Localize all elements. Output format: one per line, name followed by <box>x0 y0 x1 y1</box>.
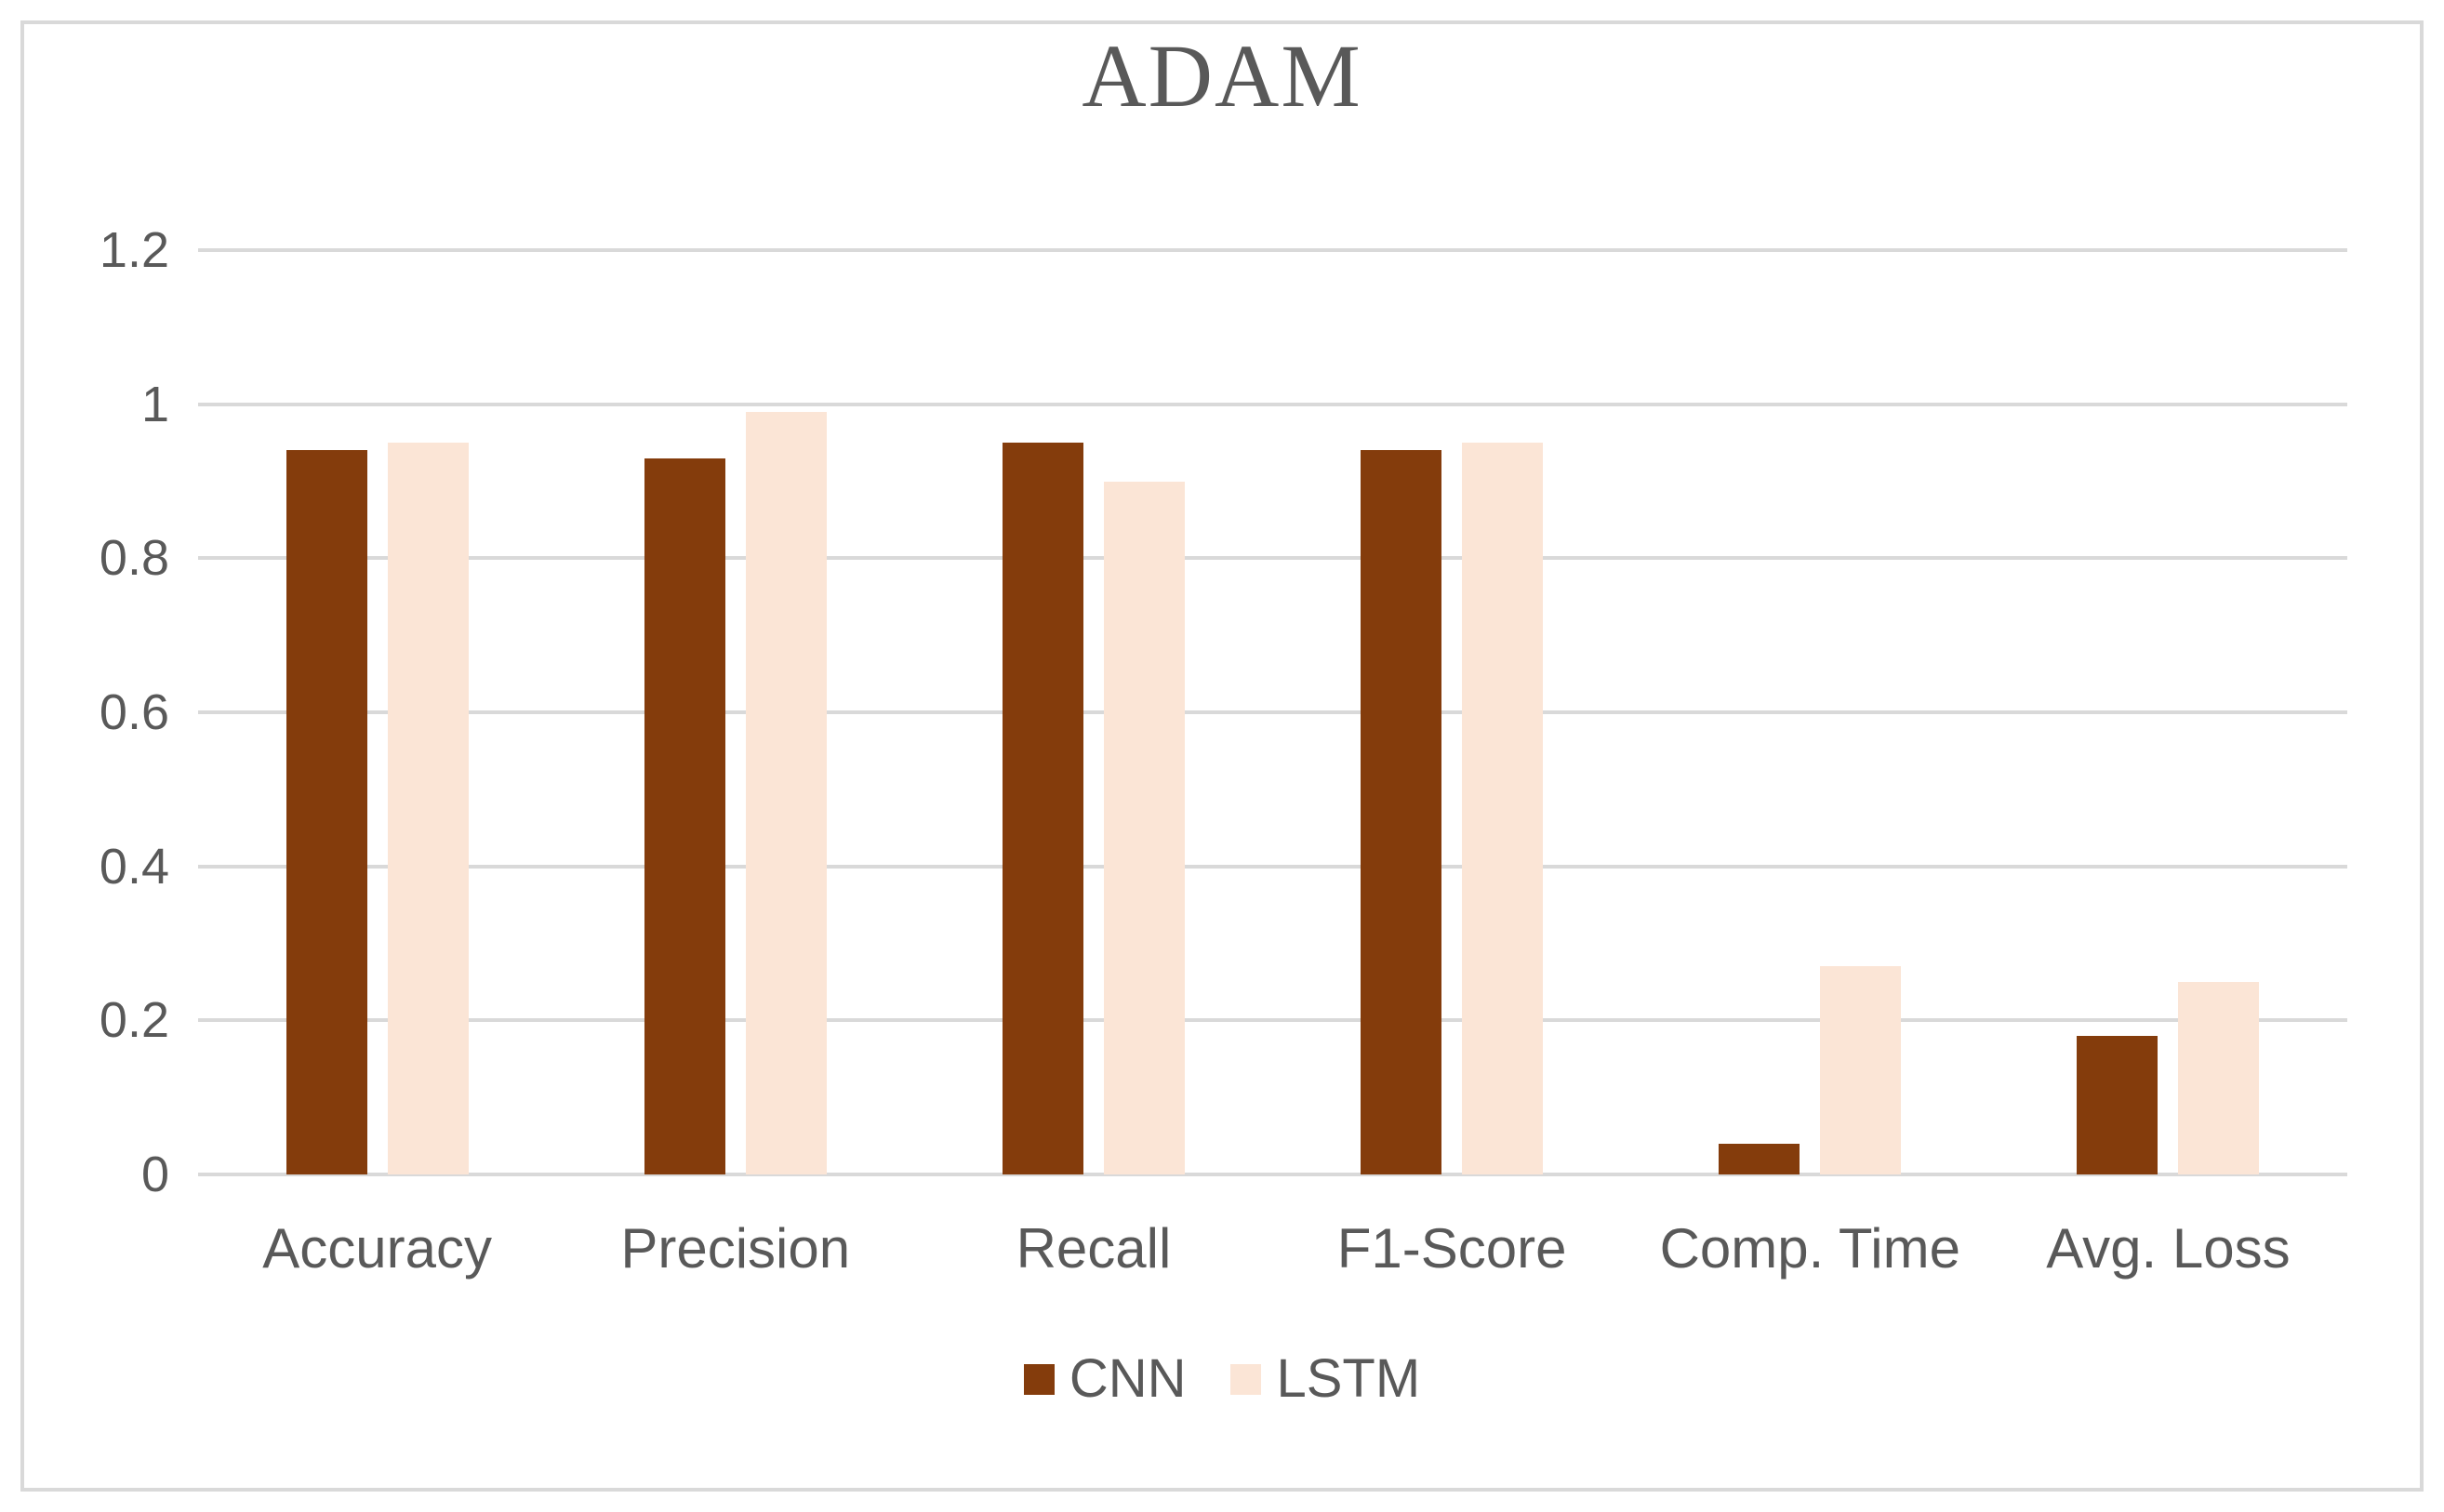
y-tick-label-0.4: 0.4 <box>99 838 169 895</box>
y-axis-labels: 0 0.2 0.4 0.6 0.8 1 1.2 <box>28 225 169 1200</box>
y-tick-label-0.2: 0.2 <box>99 992 169 1049</box>
gridline-1.2 <box>198 248 2347 252</box>
gridline-0.6 <box>198 710 2347 714</box>
y-tick-label-1.2: 1.2 <box>99 222 169 278</box>
x-category-label-avg-loss: Avg. Loss <box>2046 1217 2291 1280</box>
bar-lstm-comp-time <box>1820 966 1902 1174</box>
legend-item-cnn: CNN <box>1023 1348 1187 1410</box>
category-column-f1-score <box>1273 250 1631 1174</box>
y-tick-label-1: 1 <box>140 376 169 432</box>
chart-title: ADAM <box>1082 26 1362 126</box>
gridlines-layer <box>198 248 2347 1176</box>
bar-cnn-comp-time <box>1719 1143 1800 1174</box>
gridline-0 <box>198 1173 2347 1176</box>
y-tick-label-0: 0 <box>140 1147 169 1202</box>
plot-area <box>198 248 2347 1176</box>
y-tick-label-0.8: 0.8 <box>99 530 169 587</box>
category-column-comp-time <box>1631 250 1989 1174</box>
gridline-0.4 <box>198 864 2347 869</box>
x-category-label-recall: Recall <box>1016 1217 1172 1280</box>
gridline-0.2 <box>198 1018 2347 1023</box>
legend-swatch-lstm <box>1230 1363 1262 1395</box>
legend-item-lstm: LSTM <box>1230 1348 1420 1410</box>
x-category-label-precision: Precision <box>620 1217 851 1280</box>
bar-lstm-avg-loss <box>2178 981 2260 1174</box>
category-column-avg-loss <box>1989 250 2347 1174</box>
category-column-accuracy <box>198 250 556 1174</box>
bars-layer <box>198 250 2347 1174</box>
gridline-0.8 <box>198 556 2347 561</box>
category-column-precision <box>556 250 914 1174</box>
legend: CNN LSTM <box>0 1348 2444 1410</box>
legend-swatch-cnn <box>1023 1363 1055 1395</box>
bar-lstm-recall <box>1103 481 1185 1174</box>
bar-cnn-avg-loss <box>2077 1035 2158 1174</box>
category-column-recall <box>914 250 1272 1174</box>
legend-label-cnn: CNN <box>1069 1348 1187 1409</box>
bar-cnn-accuracy <box>286 450 367 1174</box>
y-tick-label-0.6: 0.6 <box>99 684 169 740</box>
bar-lstm-accuracy <box>387 443 469 1174</box>
gridline-1 <box>198 402 2347 406</box>
bar-lstm-precision <box>745 411 827 1174</box>
bar-cnn-precision <box>644 458 725 1174</box>
x-category-label-comp-time: Comp. Time <box>1659 1217 1960 1280</box>
x-category-label-accuracy: Accuracy <box>262 1217 492 1280</box>
bar-cnn-recall <box>1002 443 1083 1174</box>
x-category-label-f1-score: F1-Score <box>1336 1217 1567 1280</box>
bar-lstm-f1-score <box>1462 443 1544 1174</box>
legend-label-lstm: LSTM <box>1276 1348 1421 1409</box>
x-axis-labels: Accuracy Precision Recall F1-Score Comp. Tim… <box>198 1215 2347 1282</box>
bar-cnn-f1-score <box>1361 450 1442 1174</box>
